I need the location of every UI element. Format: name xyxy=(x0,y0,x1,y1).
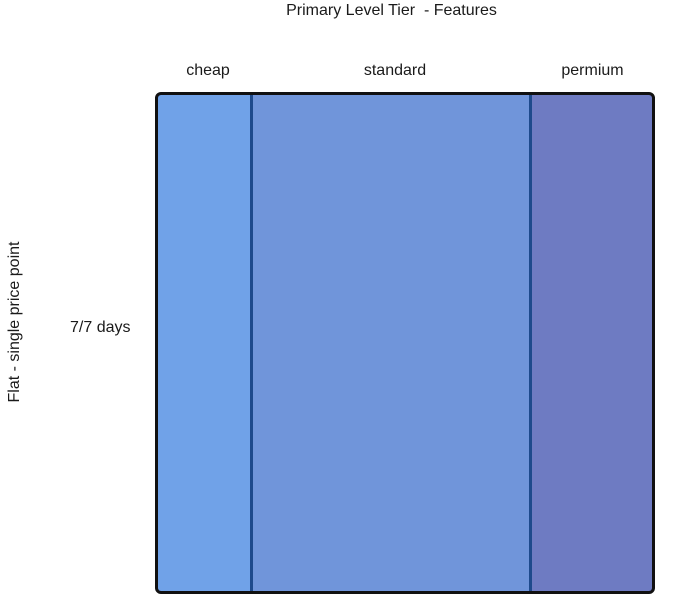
diagram-title: Primary Level Tier - Features xyxy=(286,2,497,19)
tier-label-standard: standard xyxy=(363,62,427,79)
row-label: 7/7 days xyxy=(70,319,131,336)
tier-block-premium xyxy=(532,95,652,591)
y-axis-label: Flat - single price point xyxy=(6,241,23,403)
tier-label-premium: permium xyxy=(561,62,624,79)
tier-block-standard xyxy=(253,95,532,591)
tier-label-cheap: cheap xyxy=(186,62,230,79)
tier-block-cheap xyxy=(158,95,253,591)
tier-grid xyxy=(155,92,655,594)
